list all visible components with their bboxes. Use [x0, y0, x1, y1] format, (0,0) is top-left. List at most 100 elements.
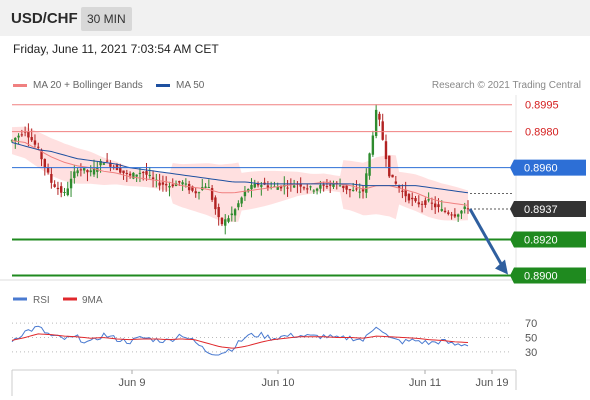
candle-body [105, 160, 109, 162]
candle-body [456, 214, 460, 217]
candle-body [250, 184, 253, 190]
level-0-8900-box [510, 267, 586, 284]
candle-body [420, 203, 424, 205]
candle-body [397, 185, 401, 189]
candle-body [342, 185, 345, 189]
candle-body [378, 113, 381, 120]
candle-body [69, 178, 73, 189]
candle-body [325, 186, 329, 188]
candle-body [43, 159, 47, 168]
ma50-line [11, 141, 469, 194]
copyright-text: Research © 2021 Trading Central [431, 80, 581, 91]
candle-body [102, 163, 106, 165]
level-0-8960-box [510, 159, 586, 176]
level-0-8980-label: 0.8980 [525, 127, 559, 139]
candle-body [174, 183, 178, 187]
level-0-8900-label: 0.8900 [524, 271, 558, 283]
candle-body [128, 173, 132, 176]
candle-body [40, 149, 43, 160]
candle-body [322, 184, 325, 186]
candle-body [279, 186, 283, 189]
candle-body [338, 185, 342, 187]
candle-body [132, 172, 135, 179]
candle-body [181, 182, 184, 185]
ma50-swatch [156, 83, 170, 87]
candle-body [142, 172, 145, 174]
rsi-ma-legend-label: 9MA [82, 295, 103, 306]
candle-body [197, 192, 201, 194]
candle-body [194, 191, 197, 194]
candle-body [414, 198, 417, 202]
candle-body [161, 182, 165, 185]
candle-body [207, 187, 211, 189]
x-tick-label: Jun 19 [475, 377, 508, 389]
candle-body [433, 203, 437, 208]
candle-body [315, 188, 319, 191]
candle-body [266, 185, 270, 188]
candle-body [460, 210, 463, 214]
candle-body [319, 185, 322, 189]
candle-body [145, 171, 148, 175]
candle-body [214, 197, 217, 210]
candle-body [466, 208, 470, 210]
legend-ma50: MA 50 [156, 80, 204, 91]
candle-body [424, 200, 427, 205]
candle-body [99, 160, 102, 166]
candle-body [240, 197, 243, 204]
candle-body [233, 209, 237, 216]
candle-body [260, 185, 263, 187]
x-tick-label: Jun 11 [409, 377, 441, 389]
candle-body [407, 194, 411, 201]
candle-body [430, 202, 434, 204]
candle-body [60, 186, 63, 193]
candle-body [27, 131, 30, 138]
timeframe-button[interactable]: 30 MIN [81, 7, 132, 31]
candle-body [276, 186, 279, 190]
candle-body [17, 135, 20, 138]
candle-body [148, 174, 151, 176]
candle-body [82, 168, 86, 171]
candle-body [178, 181, 181, 183]
candle-body [332, 184, 335, 187]
chart-datetime: Friday, June 11, 2021 7:03:54 AM CET [13, 42, 219, 56]
candle-body [450, 214, 453, 216]
level-0-8920-box [510, 231, 586, 248]
candle-body [33, 140, 37, 145]
time-axis: Jun 9 Jun 10 Jun 11 Jun 19 [11, 369, 517, 396]
candle-body [168, 186, 171, 188]
levels-layer: 0.8995 0.8980 0.8960 0.8937 0.8920 0.8900 [12, 100, 586, 284]
candle-body [368, 153, 371, 176]
candle-body [53, 184, 56, 187]
ma20-swatch [13, 83, 27, 87]
candle-body [56, 187, 60, 190]
candle-body [312, 190, 316, 192]
rsi-tick-label: 70 [525, 318, 537, 330]
bollinger-band [12, 126, 468, 223]
level-0-8995-label: 0.8995 [525, 100, 559, 112]
header-bar: USD/CHF 30 MIN [0, 0, 590, 36]
candle-body [66, 188, 69, 196]
candle-body [184, 183, 188, 185]
candle-body [230, 213, 233, 216]
candle-body [73, 171, 76, 178]
x-tick-label: Jun 10 [261, 377, 294, 389]
candle-body [224, 219, 227, 226]
candle-body [329, 184, 332, 186]
rsi-panel: RSI 9MA 70 50 30 [11, 295, 537, 359]
rsi-legend-label: RSI [33, 295, 50, 306]
candle-body [109, 162, 112, 167]
candle-body [292, 185, 296, 188]
candle-body [306, 188, 309, 190]
legend-ma20-label: MA 20 + Bollinger Bands [33, 80, 143, 91]
candle-body [351, 189, 355, 191]
legend-ma50-label: MA 50 [176, 80, 205, 91]
candle-body [384, 141, 388, 160]
forecast-arrow-head [495, 259, 508, 275]
candle-body [227, 218, 230, 222]
candle-body [217, 207, 220, 218]
rsi-tick-label: 50 [525, 333, 537, 345]
level-0-8937-box [510, 200, 586, 217]
candle-body [463, 206, 466, 209]
level-0-8960-label: 0.8960 [524, 163, 558, 175]
candle-body [371, 135, 375, 155]
